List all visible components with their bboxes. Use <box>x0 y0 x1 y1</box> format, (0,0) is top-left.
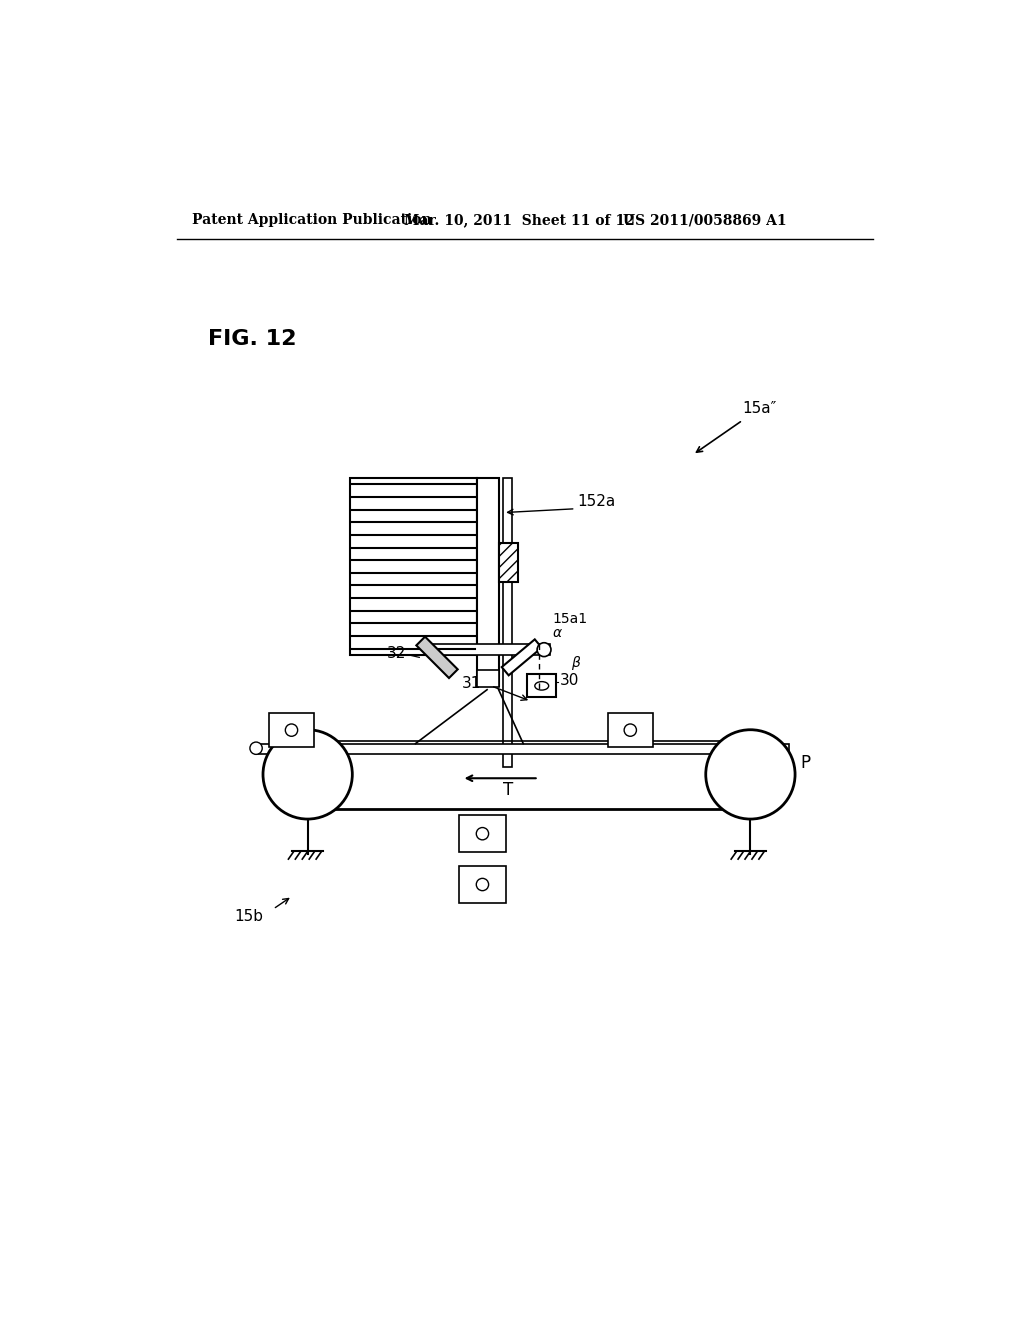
Bar <box>477 671 499 688</box>
Polygon shape <box>417 636 458 678</box>
Circle shape <box>625 723 637 737</box>
Text: Patent Application Publication: Patent Application Publication <box>193 213 432 227</box>
Text: 32: 32 <box>387 645 407 661</box>
Circle shape <box>538 643 551 656</box>
Bar <box>503 478 512 767</box>
Text: T: T <box>503 781 513 799</box>
Bar <box>460 866 506 903</box>
Circle shape <box>286 723 298 737</box>
Bar <box>460 816 506 853</box>
Bar <box>258 743 788 755</box>
Circle shape <box>476 828 488 840</box>
Text: 30: 30 <box>559 673 579 688</box>
Text: 31: 31 <box>462 676 481 692</box>
Bar <box>269 713 313 747</box>
Text: US 2011/0058869 A1: US 2011/0058869 A1 <box>624 213 787 227</box>
Circle shape <box>250 742 262 755</box>
Bar <box>499 544 518 582</box>
Text: 15a″: 15a″ <box>742 401 777 416</box>
Bar <box>527 675 556 697</box>
Circle shape <box>263 730 352 818</box>
Text: α: α <box>553 626 561 640</box>
Text: FIG. 12: FIG. 12 <box>208 330 296 350</box>
Bar <box>477 478 499 686</box>
Text: 15a1: 15a1 <box>553 612 588 626</box>
Text: Mar. 10, 2011  Sheet 11 of 12: Mar. 10, 2011 Sheet 11 of 12 <box>403 213 635 227</box>
Text: 15b: 15b <box>234 909 263 924</box>
Text: 152a: 152a <box>578 494 615 508</box>
Ellipse shape <box>535 681 549 690</box>
Circle shape <box>476 878 488 891</box>
Text: β: β <box>571 656 580 669</box>
Text: P: P <box>801 754 811 772</box>
Bar <box>608 713 652 747</box>
Polygon shape <box>502 639 542 676</box>
Bar <box>427 644 550 655</box>
Bar <box>350 478 477 655</box>
Circle shape <box>706 730 795 818</box>
